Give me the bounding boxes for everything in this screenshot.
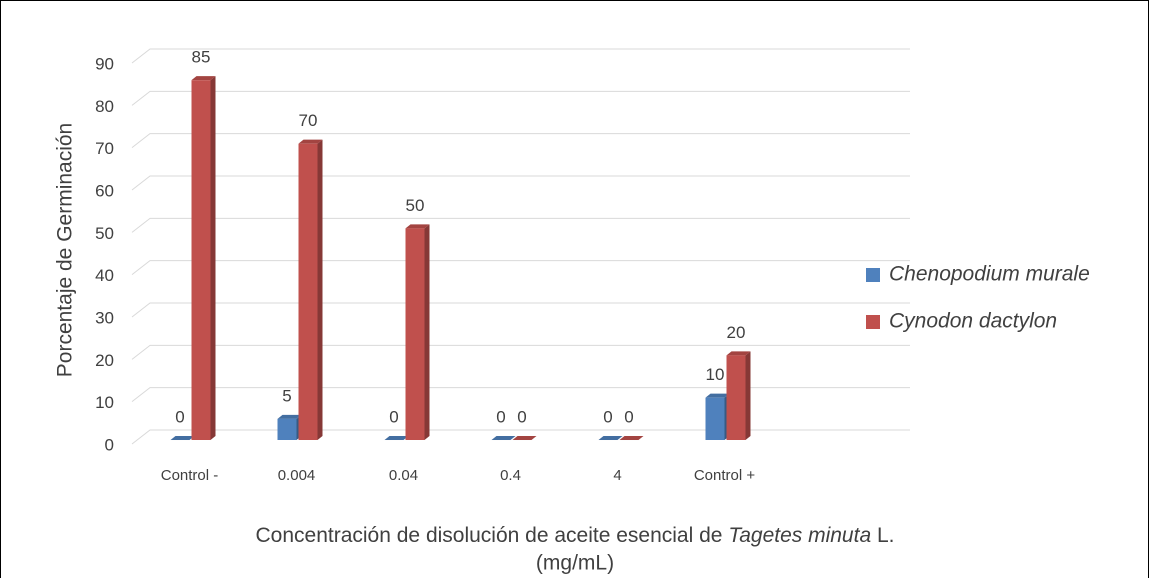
grid-line	[131, 90, 910, 106]
data-label: 10	[706, 365, 725, 384]
grid-line	[131, 133, 910, 149]
grid-line	[131, 217, 910, 233]
grid-line	[131, 48, 910, 64]
data-label: 50	[406, 196, 425, 215]
x-axis-title-italic: Tagetes minuta	[728, 524, 871, 547]
bar-face	[277, 418, 297, 440]
bar	[170, 436, 195, 441]
bar-face	[726, 355, 746, 440]
bar-face	[491, 436, 516, 440]
data-label: 70	[299, 111, 318, 130]
legend-label: Chenopodium murale	[889, 263, 1090, 286]
data-label: 0	[517, 407, 526, 426]
y-tick-label: 20	[95, 351, 114, 370]
bar-face	[705, 397, 725, 440]
y-tick-label: 30	[95, 308, 114, 327]
x-tick-label: 4	[613, 467, 621, 484]
bar	[384, 436, 409, 441]
x-tick-label: Control +	[694, 467, 756, 484]
y-tick-label: 40	[95, 266, 114, 285]
x-axis-title-part: L.	[871, 524, 894, 547]
legend-swatch	[866, 315, 880, 329]
bar-face	[512, 436, 537, 440]
grid-line	[131, 260, 910, 276]
bar	[619, 436, 644, 441]
x-tick-label: 0.004	[278, 467, 316, 484]
legend-label: Cynodon dactylon	[889, 310, 1057, 333]
data-label: 85	[192, 48, 211, 67]
bar-face	[598, 436, 623, 440]
bar-face	[384, 436, 409, 440]
x-tick-label: 0.04	[389, 467, 418, 484]
y-axis-title: Porcentaje de Germinación	[54, 123, 77, 377]
bar-face	[726, 351, 751, 356]
grid-line	[131, 429, 910, 445]
bar-face	[277, 414, 302, 419]
grid-line	[131, 387, 910, 403]
bar-face	[705, 393, 730, 398]
bar-face	[317, 139, 323, 440]
x-axis-title: Concentración de disolución de aceite es…	[256, 524, 895, 547]
bar	[491, 436, 516, 441]
data-label: 0	[389, 407, 398, 426]
bar-face	[170, 436, 195, 440]
bar-face	[298, 139, 323, 144]
bar	[705, 393, 730, 440]
grid-line	[131, 175, 910, 191]
y-tick-label: 50	[95, 224, 114, 243]
data-label: 5	[282, 386, 291, 405]
bar	[191, 76, 216, 441]
data-label: 0	[175, 407, 184, 426]
bar	[277, 414, 302, 440]
grid-line	[131, 344, 910, 360]
y-tick-label: 90	[95, 54, 114, 73]
bar-face	[619, 436, 644, 440]
x-axis-title-line2: (mg/mL)	[536, 552, 614, 575]
bar-face	[191, 76, 216, 81]
legend-swatch	[866, 268, 880, 282]
bar	[405, 224, 430, 440]
bar-face	[424, 224, 430, 440]
bar	[726, 351, 751, 440]
bar	[298, 139, 323, 440]
bar-face	[405, 224, 430, 229]
bar-face	[745, 351, 751, 440]
y-tick-label: 60	[95, 181, 114, 200]
x-tick-label: Control -	[161, 467, 219, 484]
bar-face	[298, 143, 318, 440]
x-tick-label: 0.4	[500, 467, 521, 484]
x-axis-title-part: Concentración de disolución de aceite es…	[256, 524, 729, 547]
grid-line	[131, 302, 910, 318]
y-tick-label: 70	[95, 139, 114, 158]
bar-face	[405, 228, 425, 440]
bar-face	[210, 76, 216, 441]
data-label: 20	[727, 323, 746, 342]
data-label: 0	[496, 407, 505, 426]
y-tick-label: 80	[95, 97, 114, 116]
bar	[512, 436, 537, 441]
data-label: 0	[624, 407, 633, 426]
y-tick-label: 0	[105, 435, 114, 454]
data-label: 0	[603, 407, 612, 426]
bar	[598, 436, 623, 441]
y-tick-label: 10	[95, 393, 114, 412]
bar-face	[191, 80, 211, 441]
